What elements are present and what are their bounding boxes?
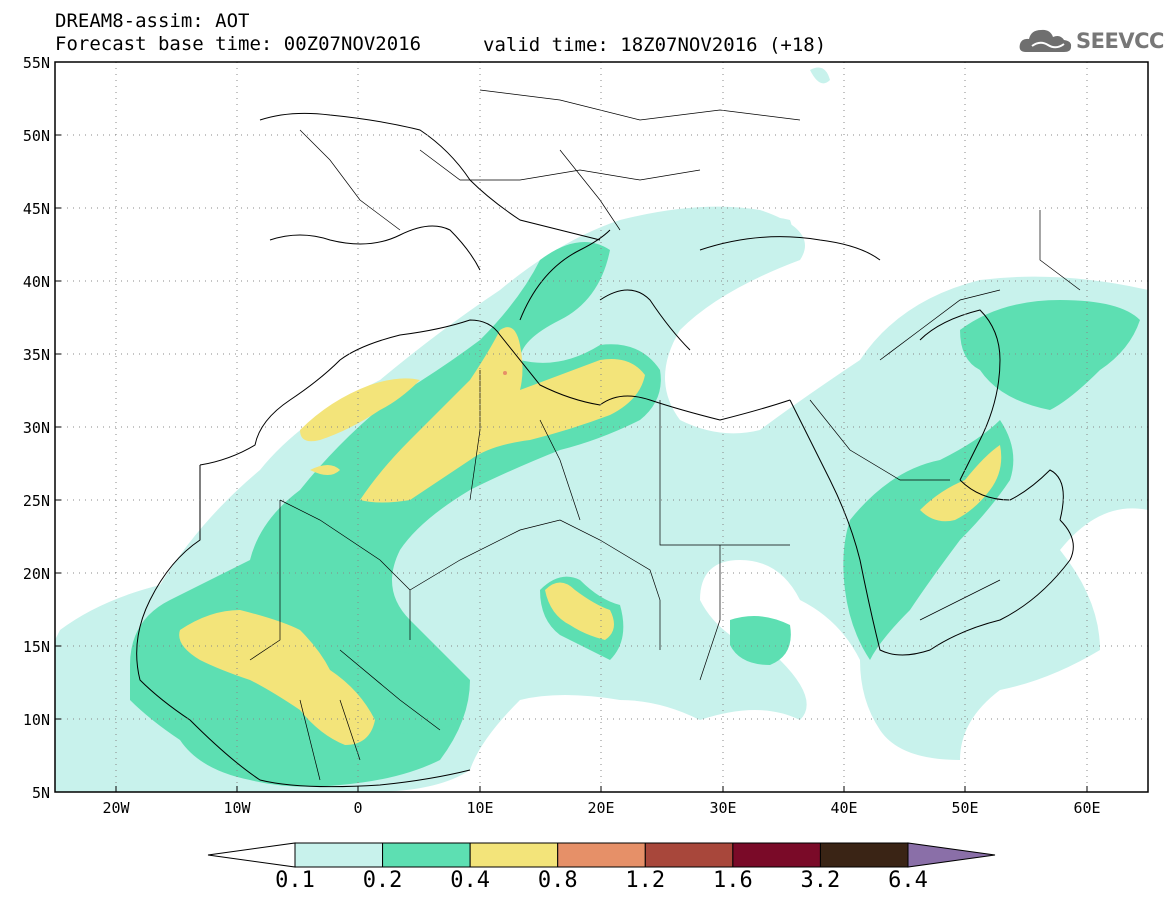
colorbar-level-label: 0.1 <box>275 868 315 893</box>
colorbar-cell <box>557 842 646 868</box>
colorbar-cell <box>819 842 909 868</box>
lat-label: 10N <box>22 711 50 729</box>
lat-label: 15N <box>22 638 50 656</box>
cloud-icon <box>1019 29 1072 52</box>
colorbar-level-label: 0.2 <box>362 868 403 893</box>
forecast-base-time: Forecast base time: 00Z07NOV2016 <box>55 33 422 55</box>
lat-label: 40N <box>22 273 50 291</box>
coastlines <box>136 112 1074 788</box>
colorbar-cell <box>732 842 821 868</box>
lat-label: 35N <box>22 346 50 364</box>
colorbar-cell <box>907 842 996 868</box>
colorbar-level-label: 1.2 <box>625 868 666 893</box>
lat-label: 50N <box>22 127 50 145</box>
lon-label: 20W <box>102 799 130 817</box>
lat-label: 5N <box>31 784 50 802</box>
seevccc-logo: SEEVCCC <box>1018 24 1165 58</box>
gridlines <box>55 62 1148 792</box>
colorbar-cell <box>469 842 559 868</box>
lon-label: 60E <box>1073 799 1101 817</box>
colorbar-level-label: 3.2 <box>800 868 841 893</box>
lon-label: 50E <box>951 799 979 817</box>
lon-label: 10W <box>223 799 251 817</box>
colorbar-cell <box>644 842 734 868</box>
colorbar-level-label: 6.4 <box>888 868 928 893</box>
aot-contour-0.4 <box>179 327 1002 745</box>
map-title: DREAM8-assim: AOT <box>55 10 250 32</box>
valid-time: valid time: 18Z07NOV2016 (+18) <box>483 34 827 56</box>
lon-label: 20E <box>587 799 615 817</box>
lat-label: 45N <box>22 200 50 218</box>
colorbar-cell <box>207 842 296 868</box>
colorbar-level-label: 0.8 <box>537 868 578 893</box>
colorbar <box>207 842 996 868</box>
aot-contour-0.8 <box>503 371 507 375</box>
lat-label: 20N <box>22 565 50 583</box>
lon-label: 40E <box>830 799 858 817</box>
lon-label: 0 <box>353 799 363 817</box>
logo-text: SEEVCCC <box>1076 29 1165 53</box>
lat-label: 55N <box>22 54 50 72</box>
axis-ticks <box>55 61 1088 792</box>
lat-label: 30N <box>22 419 50 437</box>
colorbar-cell <box>382 842 471 868</box>
lon-label: 30E <box>709 799 737 817</box>
colorbar-level-label: 0.4 <box>450 868 491 893</box>
lon-label: 10E <box>466 799 494 817</box>
colorbar-level-label: 1.6 <box>712 868 753 893</box>
lat-label: 25N <box>22 492 50 510</box>
colorbar-cell <box>294 842 384 868</box>
borders <box>249 89 1081 781</box>
